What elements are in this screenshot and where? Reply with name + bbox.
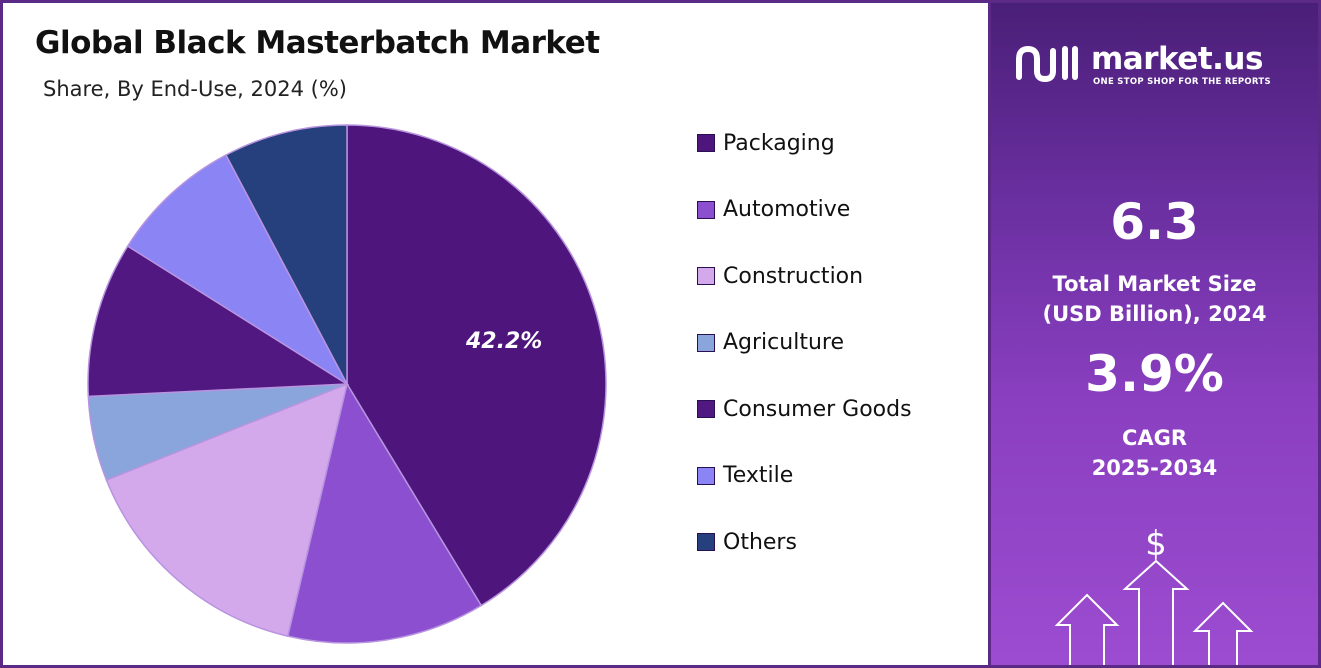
market-us-logo-icon <box>1016 45 1078 83</box>
panel-divider <box>988 3 991 665</box>
legend-swatch <box>697 466 715 485</box>
arrow-up-icon-left <box>1054 593 1120 665</box>
legend-swatch <box>697 134 715 152</box>
legend-label: Packaging <box>723 130 835 156</box>
pie-slice-textile <box>126 153 349 387</box>
summary-panel: market.us ONE STOP SHOP FOR THE REPORTS … <box>991 3 1318 665</box>
cagr-label-line2: 2025-2034 <box>1091 456 1218 480</box>
legend-item-construction: Construction <box>697 256 863 296</box>
pie-slice-packaging <box>346 124 607 607</box>
pie-slice-consumer-goods <box>87 245 350 398</box>
pie-slice-construction <box>105 382 349 638</box>
chart-panel: 42.2% Global Black Masterbatch Market Sh… <box>3 3 988 665</box>
market-size-label-line1: Total Market Size <box>1052 272 1257 296</box>
market-size-label-line2: (USD Billion), 2024 <box>1042 302 1267 326</box>
legend-swatch <box>697 333 715 352</box>
legend-label: Consumer Goods <box>723 396 912 422</box>
pie-slice-others <box>224 124 348 385</box>
legend-label: Construction <box>723 263 864 289</box>
legend-item-others: Others <box>697 522 797 562</box>
legend-label: Agriculture <box>723 330 844 355</box>
brand-tagline: ONE STOP SHOP FOR THE REPORTS <box>1093 77 1271 87</box>
arrow-up-icon-right <box>1192 601 1254 665</box>
chart-title: Global Black Masterbatch Market <box>35 25 600 61</box>
legend-item-packaging: Packaging <box>697 123 835 163</box>
legend-item-consumer-goods: Consumer Goods <box>697 389 912 429</box>
pie-chart: 42.2% <box>87 124 607 644</box>
legend-label: Others <box>723 529 797 555</box>
pie-slice-label-packaging: 42.2% <box>465 329 542 354</box>
legend-label: Automotive <box>723 197 851 222</box>
brand-logo: market.us ONE STOP SHOP FOR THE REPORTS <box>1015 39 1295 89</box>
legend-label: Textile <box>723 463 794 488</box>
legend-item-agriculture: Agriculture <box>697 323 844 363</box>
legend-swatch <box>697 400 715 418</box>
legend-item-textile: Textile <box>697 456 793 496</box>
pie-slice-automotive <box>286 382 483 644</box>
brand-name: market.us <box>1091 41 1263 77</box>
arrow-up-icon-center <box>1122 559 1190 665</box>
chart-subtitle: Share, By End-Use, 2024 (%) <box>43 77 347 101</box>
growth-arrows-graphic: $ <box>1054 524 1254 665</box>
market-size-value: 6.3 <box>1110 193 1199 251</box>
legend-swatch <box>697 200 715 219</box>
dollar-icon: $ <box>1145 524 1167 564</box>
cagr-value: 3.9% <box>1085 345 1224 403</box>
cagr-label-line1: CAGR <box>1121 426 1188 450</box>
legend-swatch <box>697 533 715 551</box>
legend-item-automotive: Automotive <box>697 190 850 230</box>
legend-swatch <box>697 267 715 285</box>
